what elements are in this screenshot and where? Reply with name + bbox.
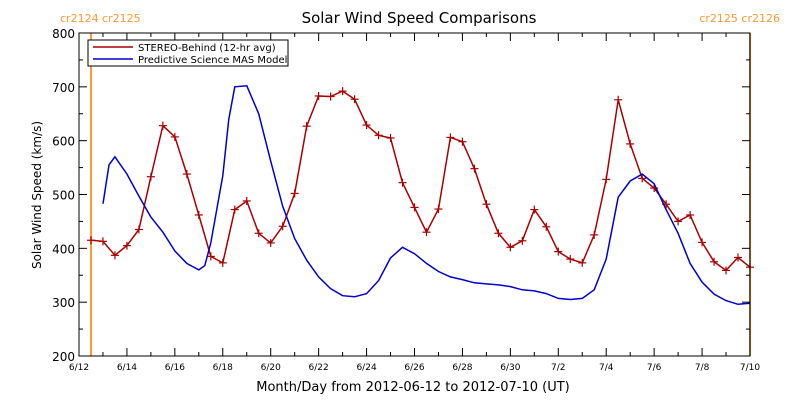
- data-point: [170, 132, 179, 141]
- data-point: [410, 203, 419, 212]
- data-point: [314, 91, 323, 100]
- y-tick-label: 300: [52, 296, 75, 310]
- data-point: [122, 241, 131, 250]
- data-point: [578, 258, 587, 267]
- series-1: [102, 85, 751, 306]
- data-point: [386, 133, 395, 142]
- legend: STEREO-Behind (12-hr avg) Predictive Sci…: [87, 39, 289, 67]
- data-point: [398, 178, 407, 187]
- y-axis: 200 300 400 500 600 700 800: [52, 27, 750, 364]
- data-point: [242, 196, 251, 205]
- data-point: [530, 205, 539, 214]
- data-point: [86, 236, 95, 245]
- data-point: [674, 217, 683, 226]
- data-point: [158, 121, 167, 130]
- data-point: [566, 255, 575, 264]
- data-point: [146, 172, 155, 181]
- y-tick-label: 200: [52, 350, 75, 364]
- data-point: [218, 258, 227, 267]
- legend-label-mas-model: Predictive Science MAS Model: [138, 55, 287, 66]
- x-tick-label: 7/10: [740, 363, 760, 373]
- data-point: [470, 164, 479, 173]
- data-point: [710, 257, 719, 266]
- data-point: [686, 210, 695, 219]
- y-tick-label: 600: [52, 135, 75, 149]
- data-point: [206, 252, 215, 261]
- data-point: [542, 222, 551, 231]
- series-0: [86, 87, 754, 275]
- data-point: [638, 174, 647, 183]
- x-tick-label: 6/20: [261, 363, 281, 373]
- data-point: [350, 95, 359, 104]
- x-tick-label: 6/26: [404, 363, 424, 373]
- x-tick-label: 6/18: [213, 363, 233, 373]
- data-point: [278, 222, 287, 231]
- y-axis-label: Solar Wind Speed (km/s): [30, 121, 44, 269]
- x-tick-label: 6/30: [500, 363, 520, 373]
- data-point: [722, 266, 731, 275]
- series-line-1: [102, 85, 751, 306]
- legend-label-stereo: STEREO-Behind (12-hr avg): [138, 43, 276, 54]
- data-point: [98, 237, 107, 246]
- data-point: [602, 175, 611, 184]
- data-point: [698, 238, 707, 247]
- data-point: [614, 95, 623, 104]
- x-tick-label: 6/16: [165, 363, 185, 373]
- data-point: [482, 200, 491, 209]
- data-point: [590, 230, 599, 239]
- data-point: [518, 236, 527, 245]
- rotation-marker-label-left: cr2124 cr2125: [60, 12, 141, 25]
- data-point: [374, 131, 383, 140]
- x-axis: 6/12 6/14 6/16 6/18 6/20 6/22 6/24 6/26 6/28 6/30…: [69, 33, 760, 373]
- x-tick-label: 7/8: [695, 363, 710, 373]
- data-point: [458, 137, 467, 146]
- series-line-0: [90, 90, 751, 272]
- data-point: [626, 139, 635, 148]
- data-point: [362, 121, 371, 130]
- data-point: [194, 210, 203, 219]
- x-tick-label: 6/12: [69, 363, 89, 373]
- data-point: [506, 243, 515, 252]
- x-tick-label: 6/14: [117, 363, 137, 373]
- data-point: [266, 238, 275, 247]
- x-axis-label: Month/Day from 2012-06-12 to 2012-07-10 …: [256, 380, 569, 395]
- data-point: [110, 251, 119, 260]
- data-point: [254, 229, 263, 238]
- data-point: [326, 92, 335, 101]
- data-point: [230, 205, 239, 214]
- series-layer: [86, 85, 754, 306]
- chart-title: Solar Wind Speed Comparisons: [302, 9, 537, 27]
- rotation-marker-lines: [89, 33, 751, 356]
- y-tick-label: 700: [52, 81, 75, 95]
- x-tick-label: 6/24: [356, 363, 376, 373]
- x-tick-label: 6/28: [452, 363, 472, 373]
- data-point: [434, 205, 443, 214]
- plot-frame: [78, 32, 751, 357]
- data-point: [446, 133, 455, 142]
- data-point: [734, 253, 743, 262]
- data-point: [302, 122, 311, 131]
- data-point: [422, 228, 431, 237]
- rotation-marker-label-right: cr2125 cr2126: [699, 12, 780, 25]
- data-point: [338, 87, 347, 96]
- y-tick-label: 400: [52, 242, 75, 256]
- x-tick-label: 7/4: [599, 363, 614, 373]
- data-point: [134, 225, 143, 234]
- y-tick-label: 500: [52, 189, 75, 203]
- x-tick-label: 7/6: [647, 363, 662, 373]
- data-point: [494, 229, 503, 238]
- y-tick-label: 800: [52, 27, 75, 41]
- legend-box: [87, 39, 289, 67]
- x-tick-label: 7/2: [551, 363, 565, 373]
- x-tick-label: 6/22: [309, 363, 329, 373]
- data-point: [554, 247, 563, 256]
- data-point: [182, 170, 191, 179]
- data-point: [290, 189, 299, 198]
